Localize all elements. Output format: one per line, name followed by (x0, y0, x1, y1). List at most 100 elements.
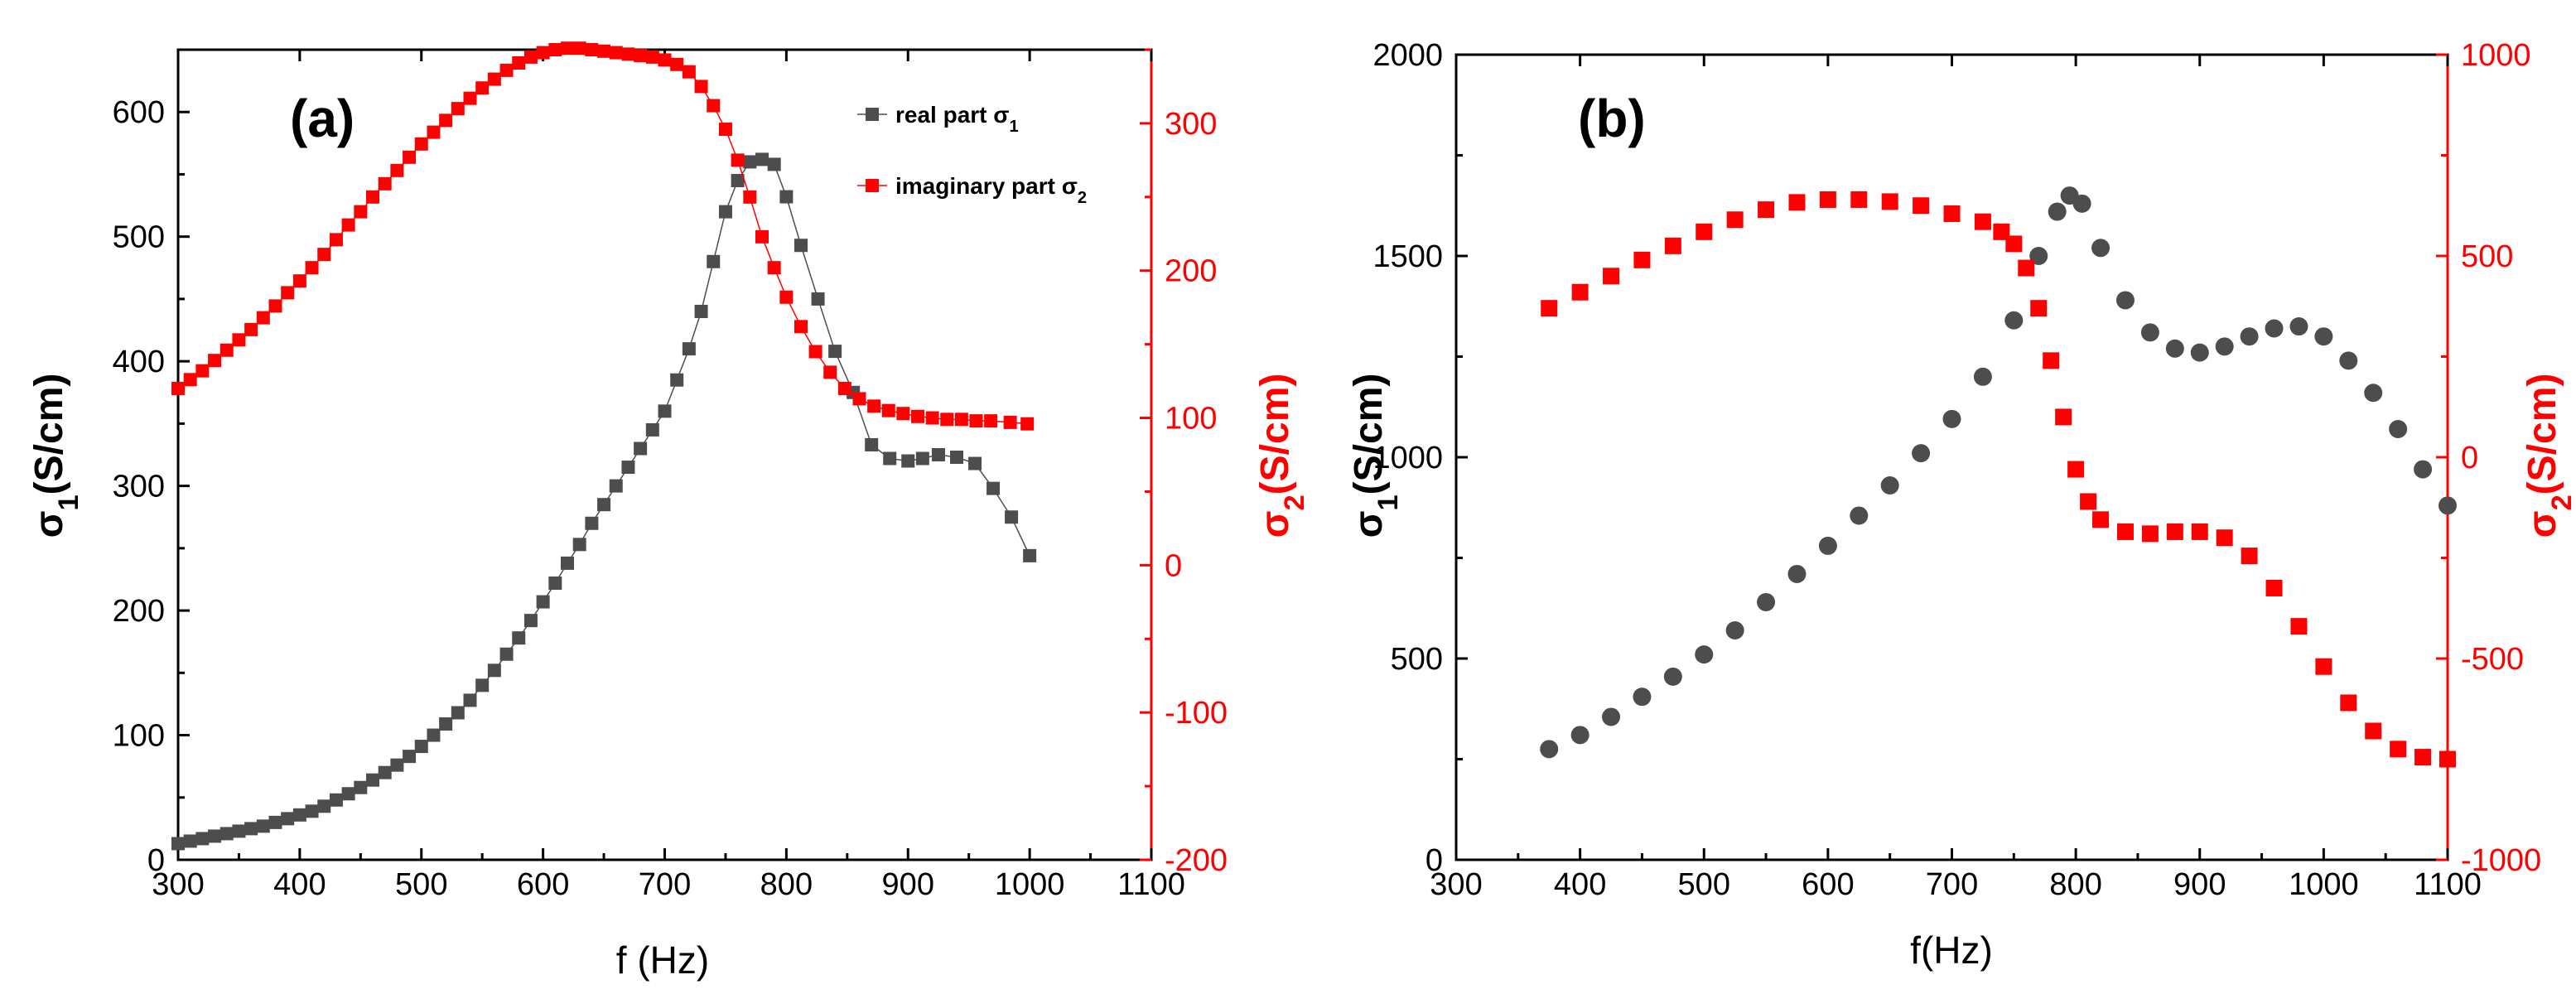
data-point (499, 63, 514, 77)
data-point (1696, 223, 1713, 240)
data-point (523, 614, 538, 628)
data-point (767, 261, 781, 275)
series-real (1540, 186, 2457, 759)
data-point (2215, 337, 2234, 356)
data-point (794, 239, 808, 253)
data-point (2092, 511, 2110, 528)
data-point (487, 663, 501, 678)
data-point (743, 155, 757, 169)
data-point (536, 46, 550, 60)
y-right-tick-label: -200 (1165, 843, 1228, 878)
data-point (645, 422, 659, 437)
panel-a: 300 400 500 600 700 800 900 1000 110001002003004… (27, 41, 1310, 982)
data-point (984, 414, 998, 428)
data-point (2216, 529, 2233, 547)
data-point (2018, 259, 2035, 277)
data-point (779, 190, 794, 204)
data-point (475, 81, 490, 95)
data-point (1913, 197, 1930, 215)
data-point (1880, 476, 1899, 495)
y-left-tick-label: 300 (113, 470, 165, 504)
data-point (794, 320, 808, 334)
data-point (609, 46, 623, 60)
x-tick-label: 600 (1802, 867, 1854, 902)
data-point (670, 57, 684, 71)
data-point (2048, 202, 2067, 221)
y-right-tick-label: 0 (1165, 548, 1182, 583)
data-point (512, 56, 526, 70)
legend-marker (866, 108, 879, 121)
data-point (208, 829, 222, 843)
data-point (597, 44, 611, 58)
data-point (779, 290, 794, 304)
data-point (463, 693, 477, 707)
series-imag (1541, 191, 2456, 768)
data-point (2340, 694, 2357, 712)
data-point (536, 595, 550, 609)
data-point (2390, 741, 2407, 758)
data-point (232, 333, 246, 347)
data-point (256, 819, 270, 833)
data-point (2141, 525, 2159, 543)
data-point (743, 190, 757, 204)
data-point (366, 773, 379, 787)
y-left-tick-label: 1500 (1372, 239, 1443, 274)
data-point (2116, 523, 2134, 540)
data-point (609, 479, 623, 493)
data-point (925, 411, 939, 425)
data-point (731, 173, 745, 187)
y-left-tick-label: 500 (113, 220, 165, 255)
y-left-tick-label: 200 (113, 594, 165, 629)
data-point (2165, 339, 2184, 358)
data-point (767, 157, 781, 171)
x-tick-label: 300 (152, 867, 204, 902)
data-point (366, 190, 379, 204)
data-point (811, 292, 825, 306)
plot-frame (1454, 53, 2449, 861)
data-point (329, 233, 343, 247)
data-point (585, 516, 599, 530)
y-right-tick-label: -100 (1165, 696, 1228, 731)
data-point (1633, 688, 1652, 707)
data-point (2439, 496, 2457, 515)
data-point (572, 538, 586, 552)
x-tick-label: 1000 (995, 867, 1065, 902)
data-point (561, 41, 574, 55)
panel-label: (a) (290, 89, 355, 148)
data-point (755, 152, 769, 166)
data-point (475, 678, 490, 692)
data-point (561, 556, 574, 570)
data-point (548, 43, 562, 56)
x-tick-label: 1100 (1117, 867, 1185, 902)
data-point (2115, 291, 2135, 310)
x-axis-label: f(Hz) (1910, 929, 1993, 972)
data-point (823, 365, 837, 379)
data-point (969, 414, 983, 428)
data-point (1633, 251, 1651, 268)
data-point (682, 65, 696, 79)
x-tick-label: 900 (2173, 867, 2226, 902)
data-point (2072, 194, 2091, 213)
y-left-axis-label: σ1(S/cm) (27, 374, 84, 538)
data-point (1725, 620, 1744, 639)
y-right-tick-label: 1000 (2461, 38, 2531, 73)
data-point (950, 451, 963, 465)
data-point (911, 409, 924, 423)
data-point (718, 123, 732, 137)
data-point (2414, 749, 2432, 766)
data-point (171, 381, 185, 395)
data-point (2005, 235, 2023, 253)
data-point (2241, 548, 2258, 565)
data-point (2067, 461, 2085, 478)
plot-frame (176, 48, 1153, 861)
y-left-axis-label: σ1(S/cm) (1347, 374, 1404, 538)
data-point (707, 99, 721, 113)
data-point (694, 80, 708, 94)
data-point (634, 49, 648, 63)
data-point (682, 342, 696, 356)
data-point (1819, 191, 1836, 208)
data-point (1974, 213, 1991, 230)
data-point (881, 403, 895, 417)
data-point (931, 448, 945, 461)
data-point (1757, 592, 1776, 611)
